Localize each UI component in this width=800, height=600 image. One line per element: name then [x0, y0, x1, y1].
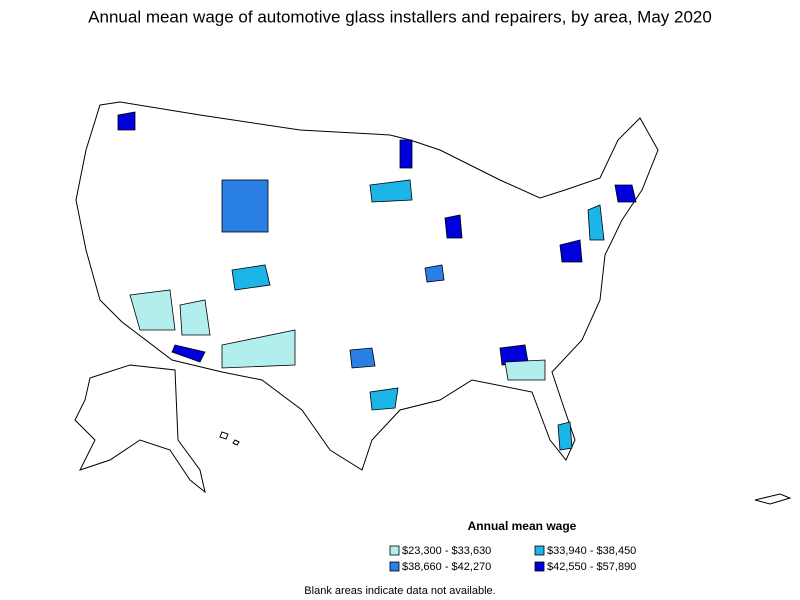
area [424, 264, 445, 283]
legend-label: $23,300 - $33,630 [402, 545, 491, 557]
map [74, 101, 792, 505]
legend-swatch [534, 545, 545, 556]
area [557, 421, 573, 451]
area [444, 214, 463, 239]
area [399, 139, 413, 169]
legend-label: $42,550 - $57,890 [547, 561, 636, 573]
area [587, 204, 605, 241]
legend-title: Annual mean wage [468, 519, 577, 533]
shaded-areas [117, 111, 637, 451]
area [221, 179, 269, 233]
legend-swatch [389, 561, 400, 572]
area [129, 289, 176, 331]
area [179, 299, 211, 336]
area [231, 264, 271, 291]
footnote: Blank areas indicate data not available. [304, 585, 495, 597]
alaska [74, 364, 206, 494]
area [614, 184, 637, 203]
legend-label: $33,940 - $38,450 [547, 545, 636, 557]
legend-swatch [534, 561, 545, 572]
area [221, 329, 296, 369]
map-title: Annual mean wage of automotive glass ins… [88, 7, 712, 26]
legend-swatch [389, 545, 400, 556]
area [504, 359, 546, 381]
puerto-rico [754, 493, 792, 505]
area [369, 179, 413, 203]
legend-label: $38,660 - $42,270 [402, 561, 491, 573]
legend: $23,300 - $33,630 $33,940 - $38,450 $38,66… [389, 545, 636, 573]
area [559, 239, 583, 263]
hawaii [219, 431, 240, 446]
area [117, 111, 136, 131]
area [369, 387, 399, 411]
area [349, 347, 376, 369]
area [171, 344, 206, 363]
